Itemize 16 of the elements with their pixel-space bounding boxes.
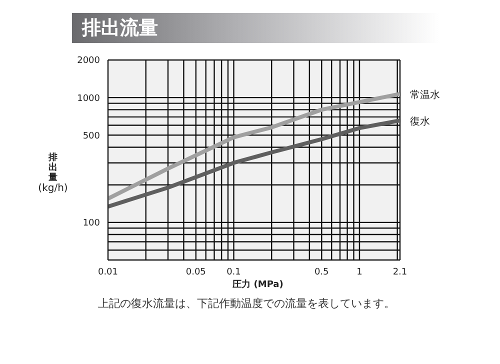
y-tick-label: 100 — [82, 218, 100, 229]
series-label: 常温水 — [410, 88, 440, 101]
x-tick-label: 0.01 — [98, 267, 118, 278]
x-tick-label: 0.05 — [186, 267, 206, 278]
y-tick-label: 500 — [82, 131, 100, 142]
series-label: 復水 — [410, 115, 430, 128]
y-tick-label: 1000 — [77, 94, 100, 104]
text: 上記の復水流量は、下記作動温度での流量を表しています。 — [98, 296, 395, 311]
y-tick-label: 2000 — [77, 56, 100, 66]
chart-title: 排出流量 — [72, 13, 440, 43]
x-tick-label: 0.5 — [314, 267, 329, 278]
x-tick-label: 2.1 — [392, 267, 408, 278]
x-tick-label: 0.1 — [226, 267, 241, 278]
x-tick-label: 1 — [356, 267, 362, 278]
y-axis-title: 排出量 (kg/h) — [37, 153, 69, 194]
x-axis-title: 圧力 (MPa) — [232, 278, 284, 291]
